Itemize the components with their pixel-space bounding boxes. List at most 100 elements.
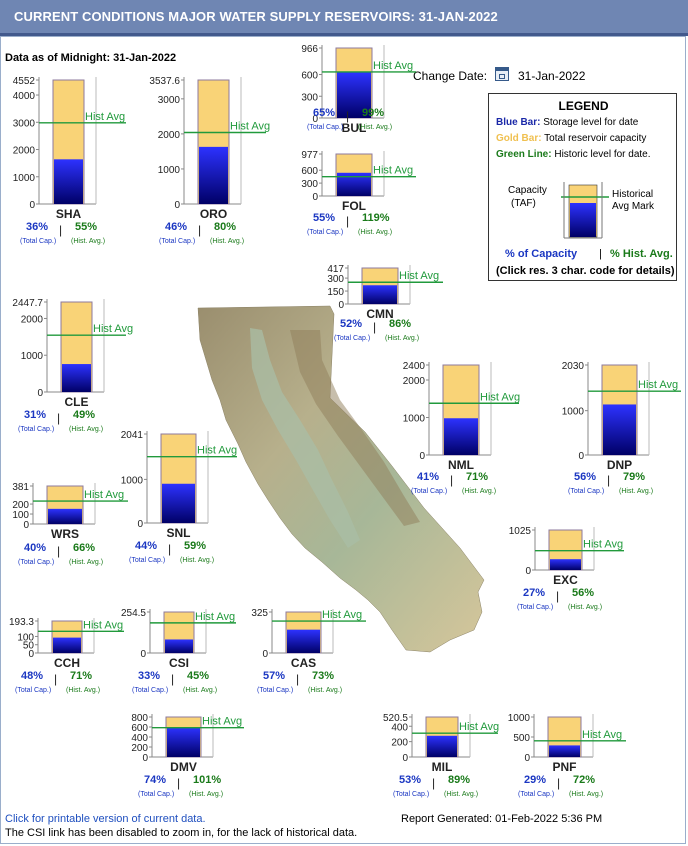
pnf-pct-capacity: 29% <box>524 774 546 786</box>
legend-click-note: (Click res. 3 char. code for details) <box>496 265 675 277</box>
dnp-separator: | <box>607 473 610 487</box>
cmn-hist-avg-label: Hist Avg <box>399 270 439 282</box>
nml-tick-label: 2000 <box>403 376 426 387</box>
mil-total-cap-caption: (Total Cap.) <box>393 791 429 798</box>
csi-code-link[interactable]: CSI <box>169 656 189 670</box>
printable-version-link[interactable]: Click for printable version of current d… <box>5 813 206 825</box>
snl-hist-avg-label: Hist Avg <box>197 445 237 457</box>
legend-green-text: Historic level for date. <box>554 149 651 160</box>
wrs-pct-capacity: 40% <box>24 542 46 554</box>
csi-storage-bar <box>165 639 193 653</box>
cle-tick-label: 1000 <box>21 351 44 362</box>
wrs-hist-avg-caption: (Hist. Avg.) <box>69 559 103 566</box>
wrs-hist-avg-label: Hist Avg <box>84 489 124 501</box>
exc-total-cap-caption: (Total Cap.) <box>517 604 553 611</box>
legend-title: LEGEND <box>558 99 609 113</box>
snl-code-link[interactable]: SNL <box>167 526 191 540</box>
bul-tick-label: 966 <box>301 44 318 55</box>
calendar-icon[interactable] <box>495 67 509 81</box>
mil-tick-label: 200 <box>391 738 408 749</box>
bul-separator: | <box>346 109 349 123</box>
cas-code-link[interactable]: CAS <box>291 656 316 670</box>
nml-pct-hist: 71% <box>466 471 488 483</box>
oro-hist-avg-label: Hist Avg <box>230 120 270 132</box>
mil-separator: | <box>432 776 435 790</box>
pnf-tick-label: 1000 <box>508 713 531 724</box>
cle-storage-bar <box>62 364 91 392</box>
cmn-pct-capacity: 52% <box>340 318 362 330</box>
mil-hist-avg-caption: (Hist. Avg.) <box>444 791 478 798</box>
dnp-storage-bar <box>603 404 636 455</box>
exc-separator: | <box>556 589 559 603</box>
cmn-pct-hist: 86% <box>389 318 411 330</box>
cas-pct-hist: 73% <box>312 670 334 682</box>
cch-storage-bar <box>53 637 81 653</box>
wrs-code-link[interactable]: WRS <box>51 527 79 541</box>
pnf-code-link[interactable]: PNF <box>553 760 577 774</box>
dmv-pct-capacity: 74% <box>144 774 166 786</box>
exc-code-link[interactable]: EXC <box>553 573 578 587</box>
csi-tick-label: 254.5 <box>121 608 146 619</box>
csi-total-cap-caption: (Total Cap.) <box>132 687 168 694</box>
cch-tick-label: 50 <box>23 641 35 652</box>
wrs-tick-label: 200 <box>12 500 29 511</box>
central-valley <box>250 328 360 548</box>
csi-pct-hist: 45% <box>187 670 209 682</box>
pnf-storage-bar <box>549 745 580 757</box>
dnp-pct-capacity: 56% <box>574 471 596 483</box>
legend-box: LEGEND Blue Bar: Storage level for date … <box>488 93 677 281</box>
exc-tick-label: 0 <box>525 566 531 577</box>
sha-tick-label: 2000 <box>13 146 36 157</box>
cas-pct-capacity: 57% <box>263 670 285 682</box>
cmn-code-link[interactable]: CMN <box>366 307 393 321</box>
cch-code-link[interactable]: CCH <box>54 656 80 670</box>
legend-sample-blue-bar <box>570 203 596 237</box>
dmv-code-link[interactable]: DMV <box>170 760 197 774</box>
bul-tick-label: 600 <box>301 71 318 82</box>
wrs-pct-hist: 66% <box>73 542 95 554</box>
cch-hist-avg-caption: (Hist. Avg.) <box>66 687 100 694</box>
cle-code-link[interactable]: CLE <box>65 395 89 409</box>
wrs-tick-label: 0 <box>23 520 29 531</box>
cle-tick-label: 0 <box>37 388 43 399</box>
pnf-tick-label: 0 <box>524 753 530 764</box>
oro-tick-label: 3537.6 <box>149 76 180 87</box>
pnf-pct-hist: 72% <box>573 774 595 786</box>
mil-tick-label: 0 <box>402 753 408 764</box>
content-frame <box>0 36 686 844</box>
sha-tick-label: 4552 <box>13 76 36 87</box>
exc-pct-hist: 56% <box>572 587 594 599</box>
cmn-tick-label: 0 <box>338 300 344 311</box>
dmv-pct-hist: 101% <box>193 774 221 786</box>
fol-storage-bar <box>337 172 371 196</box>
cmn-tick-label: 417 <box>327 264 344 275</box>
dnp-pct-hist: 79% <box>623 471 645 483</box>
legend-separator: | <box>599 248 602 260</box>
wrs-separator: | <box>57 544 60 558</box>
cle-separator: | <box>57 411 60 425</box>
oro-code-link[interactable]: ORO <box>200 207 227 221</box>
oro-separator: | <box>198 223 201 237</box>
fol-code-link[interactable]: FOL <box>342 199 366 213</box>
cle-total-cap-caption: (Total Cap.) <box>18 426 54 433</box>
snl-total-cap-caption: (Total Cap.) <box>129 557 165 564</box>
fol-tick-label: 600 <box>301 166 318 177</box>
legend-gold-text: Total reservoir capacity <box>544 133 647 144</box>
bul-code-link[interactable]: BUL <box>342 121 367 135</box>
fol-tick-label: 977 <box>301 150 318 161</box>
wrs-tick-label: 100 <box>12 510 29 521</box>
dnp-code-link[interactable]: DNP <box>607 458 632 472</box>
cch-tick-label: 100 <box>17 632 34 643</box>
mil-code-link[interactable]: MIL <box>432 760 453 774</box>
dmv-total-cap-caption: (Total Cap.) <box>138 791 174 798</box>
sha-code-link[interactable]: SHA <box>56 207 82 221</box>
snl-tick-label: 1000 <box>121 475 144 486</box>
sha-hist-avg-caption: (Hist. Avg.) <box>71 238 105 245</box>
cle-tick-label: 2000 <box>21 314 44 325</box>
nml-code-link[interactable]: NML <box>448 458 474 472</box>
pnf-tick-label: 500 <box>513 733 530 744</box>
cle-hist-avg-caption: (Hist. Avg.) <box>69 426 103 433</box>
fol-total-cap-caption: (Total Cap.) <box>307 229 343 236</box>
cas-separator: | <box>296 672 299 686</box>
wrs-total-cap-caption: (Total Cap.) <box>18 559 54 566</box>
